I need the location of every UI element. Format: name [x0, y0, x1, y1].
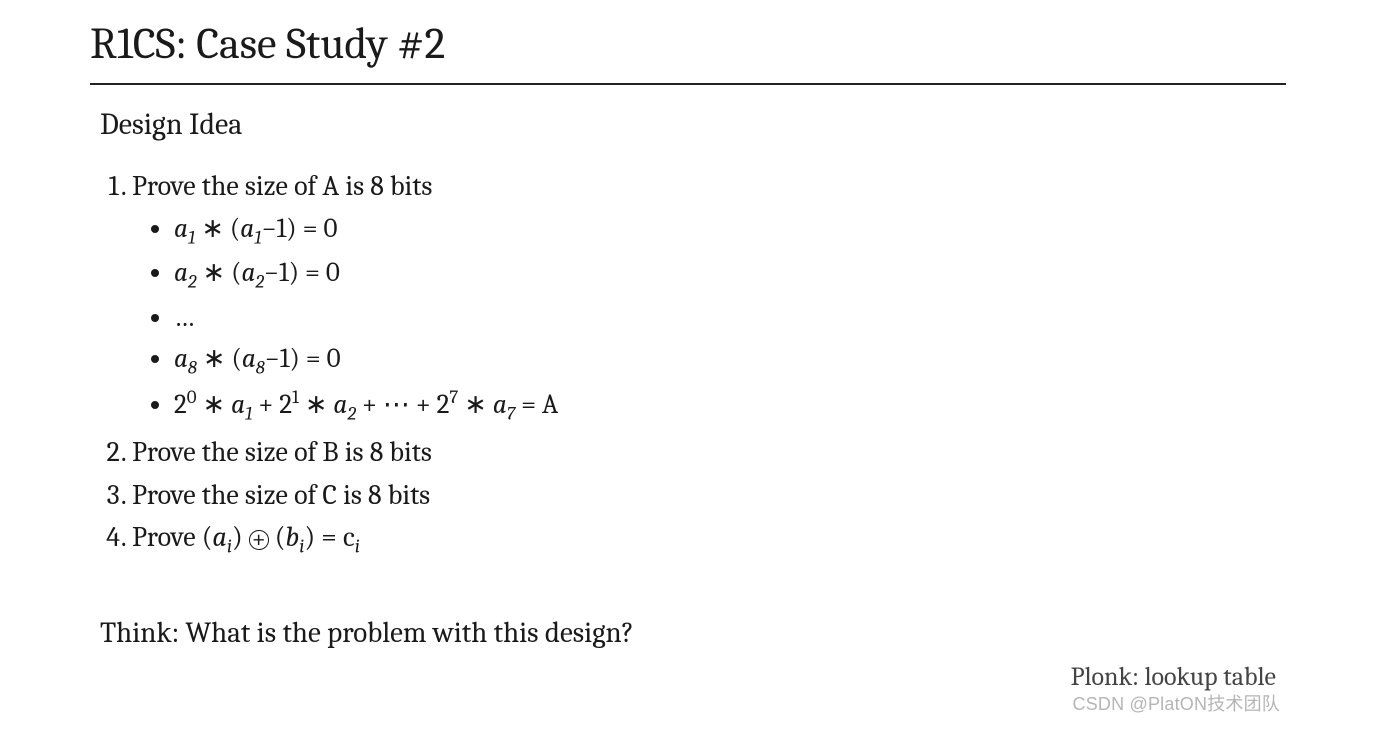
slide: R1CS: Case Study #2 Design Idea Prove th… — [0, 0, 1376, 738]
xor-icon — [249, 530, 269, 550]
item-1-sub-1: a2 ∗ (a2−1) = 0 — [174, 253, 1286, 296]
plonk-note: Plonk: lookup table — [1071, 662, 1276, 692]
think-prompt: Think: What is the problem with this des… — [100, 617, 1286, 650]
item-1-text: Prove the size of A is 8 bits — [132, 170, 432, 202]
item-2-text: Prove the size of B is 8 bits — [132, 436, 432, 468]
item-2: Prove the size of B is 8 bits — [132, 432, 1286, 473]
watermark: CSDN @PlatON技术团队 — [1073, 690, 1281, 716]
item-1-sub-3: a8 ∗ (a8−1) = 0 — [174, 339, 1286, 382]
item-1-sub-4: 20 ∗ a1 + 21 ∗ a2 + ⋯ + 27 ∗ a7 = A — [174, 384, 1286, 428]
item-1-sub-0: a1 ∗ (a1−1) = 0 — [174, 209, 1286, 252]
subtitle: Design Idea — [100, 107, 1286, 142]
item-1: Prove the size of A is 8 bits a1 ∗ (a1−1… — [132, 166, 1286, 428]
main-list: Prove the size of A is 8 bits a1 ∗ (a1−1… — [100, 166, 1286, 561]
item-3: Prove the size of C is 8 bits — [132, 475, 1286, 516]
item-4-text: Prove (ai) (bi) = ci — [132, 521, 360, 553]
item-1-sub-2: … — [174, 298, 1286, 337]
item-4: Prove (ai) (bi) = ci — [132, 517, 1286, 561]
title-rule — [90, 83, 1286, 85]
item-3-text: Prove the size of C is 8 bits — [132, 479, 430, 511]
slide-title: R1CS: Case Study #2 — [90, 18, 1286, 75]
item-1-sublist: a1 ∗ (a1−1) = 0 a2 ∗ (a2−1) = 0 … a8 ∗ (… — [132, 209, 1286, 428]
